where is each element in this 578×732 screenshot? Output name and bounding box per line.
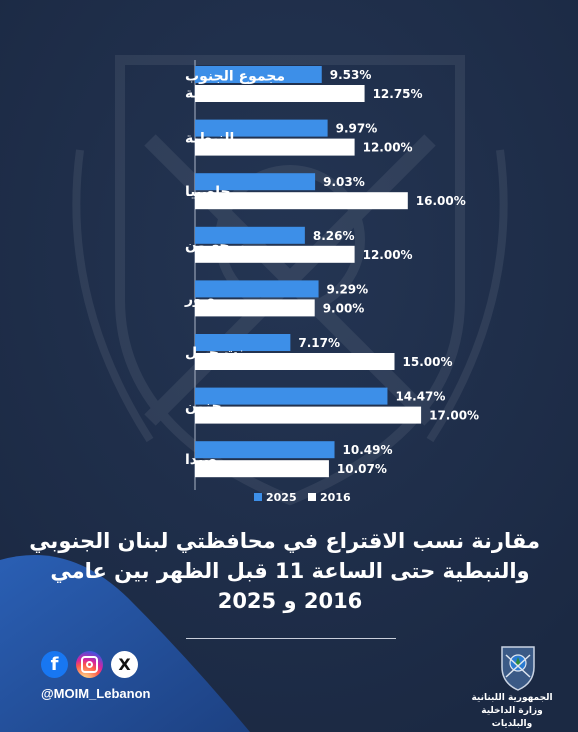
data-label-2025-1: 9.97% [336, 122, 378, 136]
category-label-0-line-1: والنبطية [185, 86, 243, 102]
bar-2016-5 [195, 353, 395, 370]
bar-2025-5 [195, 334, 291, 351]
bar-2016-3 [195, 245, 355, 263]
bar-2025-7 [195, 441, 335, 459]
x-icon[interactable]: X [111, 651, 138, 678]
data-label-2016-2: 16.00% [416, 194, 466, 208]
category-label-2: حاصبيا [185, 184, 231, 200]
data-label-2025-0: 9.53% [330, 68, 372, 82]
bar-2016-4 [195, 299, 315, 317]
chart-title: مقارنة نسب الاقتراع في محافظتي لبنان الج… [29, 526, 540, 616]
bar-2025-1 [195, 119, 328, 137]
data-label-2016-6: 17.00% [429, 409, 479, 423]
bar-2016-6 [195, 406, 422, 424]
legend-label-2016: 2016 [320, 491, 351, 504]
data-label-2016-7: 10.07% [337, 462, 387, 476]
bar-2016-2 [195, 192, 408, 210]
data-label-2025-6: 14.47% [395, 390, 445, 404]
category-label-0-line-0: مجموع الجنوب [185, 69, 285, 85]
title-line-1: مقارنة نسب الاقتراع في محافظتي لبنان الج… [29, 529, 540, 553]
social-handle[interactable]: @MOIM_Lebanon [41, 686, 151, 701]
legend-label-2025: 2025 [266, 491, 297, 504]
data-label-2025-2: 9.03% [323, 175, 365, 189]
bar-2016-7 [195, 460, 329, 478]
ministry-name: الجمهورية اللبنانية وزارة الداخلية والبل… [402, 692, 562, 731]
bar-2025-2 [195, 173, 316, 191]
category-label-1: النبطية [185, 131, 234, 147]
bar-2025-3 [195, 226, 305, 244]
bar-2016-1 [195, 138, 355, 156]
data-label-2025-3: 8.26% [313, 229, 355, 243]
footer-wave [0, 555, 250, 732]
bar-2025-6 [195, 387, 388, 405]
bar-chart: 9.53%12.75% 9.97% 12.00% 9.03% 16.00% 8.26% 12… [184, 60, 479, 504]
category-label-6: جزين [185, 399, 222, 415]
instagram-icon[interactable] [76, 651, 103, 678]
data-label-2016-4: 9.00% [323, 301, 365, 315]
category-label-5: بنت جبيل [185, 345, 250, 361]
bar-2016-0 [195, 85, 365, 102]
ministry-crest-icon [501, 646, 535, 691]
bar-2025-0 [195, 66, 322, 83]
data-label-2016-0: 12.75% [373, 87, 423, 101]
data-label-2016-3: 12.00% [363, 248, 413, 262]
data-label-2025-4: 9.29% [327, 282, 369, 296]
data-label-2016-1: 12.00% [363, 141, 413, 155]
data-label-2025-7: 10.49% [343, 443, 393, 457]
data-label-2025-5: 7.17% [298, 336, 340, 350]
category-label-7: صيدا [185, 452, 217, 468]
category-label-3: مرجعيون [185, 238, 247, 254]
bar-2025-4 [195, 280, 319, 298]
divider-line [186, 638, 396, 639]
title-line-3: 2016 و 2025 [217, 589, 363, 613]
ministry-line-1: الجمهورية اللبنانية [471, 693, 553, 703]
legend-swatch-2025 [254, 493, 262, 501]
title-line-2: والنبطية حتى الساعة 11 قبل الظهر بين عام… [50, 559, 530, 583]
facebook-icon[interactable]: f [41, 651, 68, 678]
ministry-line-2: وزارة الداخلية والبلديات [481, 706, 543, 729]
social-links: f X [41, 651, 141, 681]
legend-swatch-2016 [308, 493, 316, 501]
data-label-2016-5: 15.00% [403, 355, 453, 369]
category-label-4: صور [184, 291, 215, 307]
